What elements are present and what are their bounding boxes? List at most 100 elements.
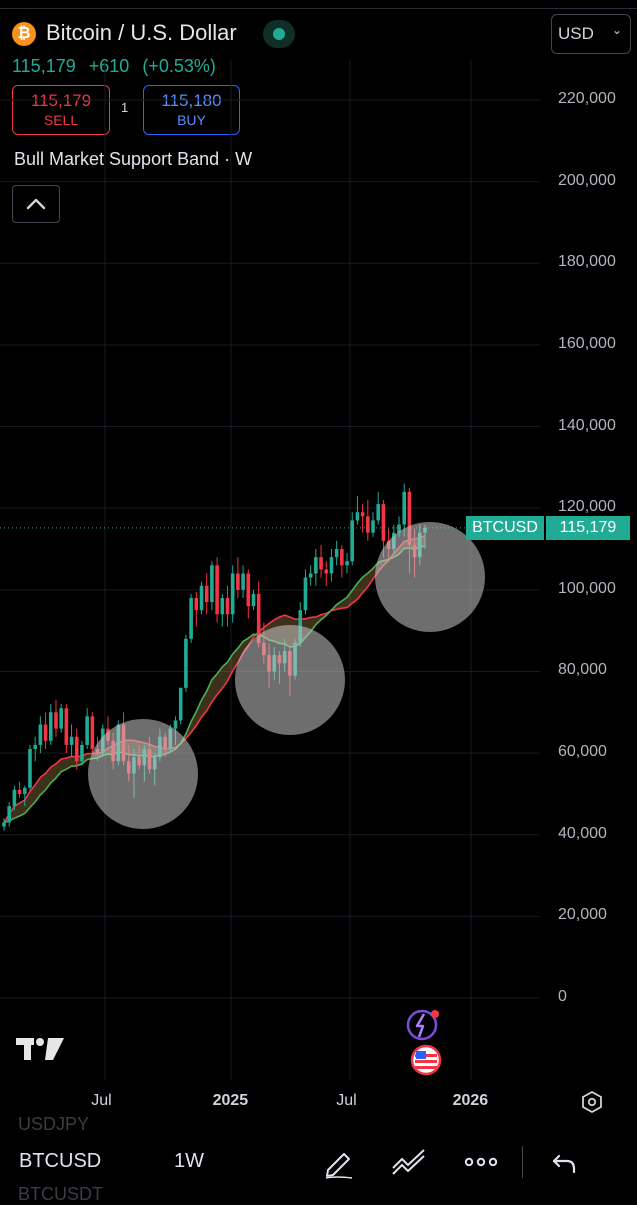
- time-axis-label: 2026: [452, 1092, 489, 1109]
- candle-body: [324, 569, 329, 574]
- undo-icon[interactable]: [550, 1148, 580, 1176]
- last-price-tag: 115,179: [546, 515, 630, 540]
- symbol-selector[interactable]: BTCUSD: [19, 1150, 102, 1172]
- symbol-title[interactable]: Bitcoin / U.S. Dollar: [46, 20, 237, 45]
- more-icon[interactable]: [464, 1152, 498, 1172]
- candle-body: [345, 561, 349, 566]
- candle-body: [376, 504, 381, 521]
- price-axis-label: 180,000: [558, 253, 616, 271]
- candle-body: [184, 638, 188, 688]
- buy-label: BUY: [177, 112, 206, 128]
- collapse-legend-button[interactable]: [12, 185, 60, 223]
- candle-body: [319, 557, 323, 570]
- price-axis-label: 40,000: [558, 824, 607, 842]
- candle-body: [236, 573, 240, 590]
- symbol-price-tag: BTCUSD: [466, 515, 544, 540]
- tradingview-logo: [16, 1038, 64, 1060]
- candle-body: [64, 708, 69, 745]
- settings-hexagon-icon[interactable]: [580, 1090, 604, 1114]
- support-band-ema-line: [3, 544, 426, 824]
- candle-body: [28, 749, 32, 788]
- live-status-icon: [263, 20, 295, 48]
- highlight-circle: [375, 522, 485, 632]
- time-axis-label: 2025: [212, 1092, 249, 1109]
- candle-body: [230, 573, 235, 615]
- price-axis-label: 80,000: [558, 661, 607, 679]
- symbol-list-item[interactable]: USDJPY: [18, 1114, 90, 1134]
- candle-body: [90, 716, 95, 750]
- price-axis-label: 200,000: [558, 171, 616, 189]
- candle-body: [80, 744, 84, 762]
- candle-body: [69, 736, 74, 745]
- price-axis-label: 60,000: [558, 743, 607, 761]
- bitcoin-icon: ₿: [12, 22, 36, 46]
- ai-assistant-icon[interactable]: [402, 1008, 442, 1042]
- currency-value: USD: [558, 24, 594, 43]
- candle-body: [33, 744, 37, 750]
- candle-body: [308, 573, 313, 578]
- candle-body: [189, 597, 193, 639]
- chevron-up-icon: [26, 198, 46, 210]
- candle-body: [355, 512, 360, 521]
- candle-body: [173, 720, 178, 729]
- candle-body: [12, 789, 17, 807]
- top-divider: [0, 8, 637, 9]
- candle-body: [22, 787, 27, 794]
- candle-body: [256, 593, 261, 643]
- candle-body: [194, 597, 199, 611]
- price-change-percent: (+0.53%): [142, 56, 216, 76]
- price-axis-label: 120,000: [558, 498, 616, 516]
- candle-body: [397, 524, 401, 533]
- pencil-icon[interactable]: [322, 1146, 356, 1180]
- candle-body: [85, 716, 89, 745]
- price-summary: 115,179 +610 (+0.53%): [12, 56, 224, 77]
- candle-body: [59, 708, 63, 729]
- candle-body: [38, 724, 43, 745]
- candle-body: [225, 597, 230, 615]
- candle-body: [2, 822, 6, 827]
- symbol-list-item[interactable]: BTCUSDT: [18, 1184, 103, 1204]
- currency-select[interactable]: USD ⌄: [551, 14, 631, 54]
- candle-body: [366, 516, 370, 533]
- candle-body: [402, 491, 407, 525]
- candle-body: [178, 687, 183, 721]
- candle-body: [74, 736, 79, 762]
- candle-body: [329, 557, 334, 574]
- candle-body: [7, 806, 11, 823]
- candle-body: [303, 577, 308, 611]
- candle-body: [43, 724, 48, 741]
- candle-body: [54, 712, 58, 729]
- candle-body: [220, 597, 225, 615]
- price-axis-label: 0: [558, 988, 567, 1005]
- us-flag-icon[interactable]: [410, 1044, 442, 1076]
- price-chart[interactable]: [0, 0, 637, 1120]
- time-axis-label: Jul: [336, 1092, 357, 1109]
- candle-body: [334, 549, 339, 558]
- chevron-down-icon: ⌄: [611, 23, 622, 37]
- candle-body: [215, 565, 219, 615]
- candle-body: [314, 557, 318, 574]
- candle-body: [340, 549, 344, 566]
- time-axis-label: Jul: [91, 1092, 112, 1109]
- price-axis-label: 140,000: [558, 416, 616, 434]
- candle-body: [210, 565, 214, 603]
- indicator-legend[interactable]: Bull Market Support Band · W: [14, 149, 253, 169]
- trend-lines-icon[interactable]: [390, 1146, 428, 1176]
- timeframe-selector[interactable]: 1W: [174, 1150, 204, 1172]
- candle-body: [199, 585, 204, 611]
- toolbar-divider: [522, 1146, 523, 1178]
- candle-body: [350, 520, 355, 562]
- price-change: +610: [88, 56, 130, 76]
- candle-body: [48, 712, 53, 741]
- support-band-sma-line: [3, 534, 426, 823]
- candle-body: [17, 789, 22, 794]
- spread-value: 1: [121, 100, 129, 115]
- bottom-toolbar: [0, 1120, 637, 1200]
- candle-body: [381, 504, 386, 541]
- last-price: 115,179: [12, 56, 76, 76]
- price-axis-label: 160,000: [558, 334, 616, 352]
- candle-body: [241, 573, 245, 590]
- highlight-circle: [235, 625, 345, 735]
- candle-body: [246, 573, 251, 607]
- price-axis-label: 220,000: [558, 90, 616, 107]
